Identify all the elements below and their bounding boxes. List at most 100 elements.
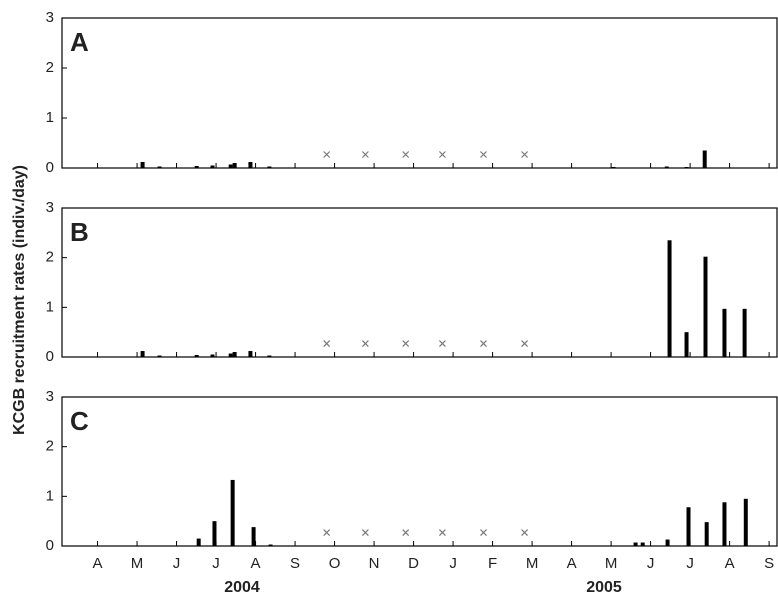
bar [248, 162, 253, 168]
bar [194, 166, 199, 168]
bar [684, 167, 689, 168]
bar [157, 355, 162, 357]
no-data-marker [323, 151, 331, 158]
marker-stroke [438, 151, 446, 158]
bar [664, 166, 669, 168]
y-tick-label: 3 [46, 388, 54, 405]
bar [611, 167, 616, 168]
bar [268, 544, 273, 546]
x-tick-label: M [526, 555, 539, 572]
x-tick-label: J [647, 555, 655, 572]
x-tick-label: F [488, 555, 497, 572]
no-data-marker [361, 529, 369, 537]
y-tick-label: 1 [46, 109, 54, 126]
x-tick-label: J [212, 555, 220, 572]
x-tick-label: M [605, 555, 618, 572]
bar [640, 542, 645, 546]
no-data-marker [402, 340, 410, 348]
y-tick-label: 1 [46, 298, 54, 315]
bar [684, 332, 689, 357]
bar [742, 308, 747, 357]
marker-stroke [438, 340, 446, 348]
bar [228, 353, 233, 357]
bar [232, 352, 237, 357]
bar [665, 539, 670, 546]
x-tick-label: S [764, 555, 774, 572]
marker-stroke [402, 529, 410, 537]
x-tick-label: N [369, 555, 380, 572]
x-tick-label: D [408, 555, 419, 572]
bar [267, 355, 272, 357]
bar [251, 527, 256, 546]
marker-stroke [361, 151, 369, 158]
bar [212, 521, 217, 546]
marker-stroke [361, 340, 369, 348]
bar [196, 538, 201, 546]
no-data-marker [480, 340, 487, 348]
bar [210, 354, 215, 357]
no-data-marker [480, 151, 487, 158]
y-tick-label: 2 [46, 59, 54, 76]
plot-frame [61, 207, 778, 358]
plot-frame [61, 396, 778, 547]
bar [686, 507, 691, 546]
marker-stroke [323, 340, 331, 348]
bar [633, 542, 638, 546]
y-tick-label: 3 [46, 9, 54, 26]
year-label: 2005 [586, 579, 622, 596]
y-tick-label: 0 [46, 348, 54, 365]
no-data-marker [438, 340, 446, 348]
bar [667, 240, 672, 357]
x-tick-label: J [449, 555, 457, 572]
bar [210, 165, 215, 168]
x-tick-label: S [290, 555, 300, 572]
x-tick-label: M [131, 555, 144, 572]
plot-frame [61, 17, 778, 169]
x-tick-label: J [173, 555, 181, 572]
marker-stroke [438, 529, 446, 537]
marker-stroke [521, 340, 529, 348]
no-data-marker [438, 151, 446, 158]
bar [704, 522, 709, 546]
year-label: 2004 [224, 579, 260, 596]
bar [232, 163, 237, 168]
y-tick-label: 1 [46, 487, 54, 504]
x-tick-label: J [686, 555, 694, 572]
bar [703, 256, 708, 357]
panel-label: C [70, 406, 89, 436]
y-tick-label: 0 [46, 537, 54, 554]
bar [722, 502, 727, 546]
panel-label: A [70, 27, 89, 57]
bar [743, 498, 748, 546]
no-data-marker [521, 529, 529, 537]
x-tick-label: A [251, 555, 261, 572]
no-data-marker [323, 529, 331, 537]
bar [194, 355, 199, 357]
marker-stroke [361, 529, 369, 537]
no-data-marker [361, 151, 369, 158]
no-data-marker [323, 340, 331, 348]
y-tick-label: 2 [46, 438, 54, 455]
x-tick-label: A [567, 555, 577, 572]
no-data-marker [402, 529, 410, 537]
y-tick-label: 0 [46, 159, 54, 176]
bar [230, 479, 235, 546]
x-tick-label: A [725, 555, 735, 572]
bar [140, 351, 145, 357]
y-tick-label: 3 [46, 199, 54, 216]
x-tick-label: A [93, 555, 103, 572]
y-tick-label: 2 [46, 249, 54, 266]
no-data-marker [521, 340, 529, 348]
marker-stroke [480, 529, 487, 537]
y-axis-label: KCGB recruitment rates (indiv./day) [11, 165, 28, 435]
marker-stroke [402, 340, 410, 348]
no-data-marker [361, 340, 369, 348]
marker-stroke [480, 340, 487, 348]
no-data-marker [480, 529, 487, 537]
marker-stroke [521, 529, 529, 537]
bar [722, 308, 727, 357]
bar [702, 150, 707, 168]
no-data-marker [438, 529, 446, 537]
bar [248, 351, 253, 357]
